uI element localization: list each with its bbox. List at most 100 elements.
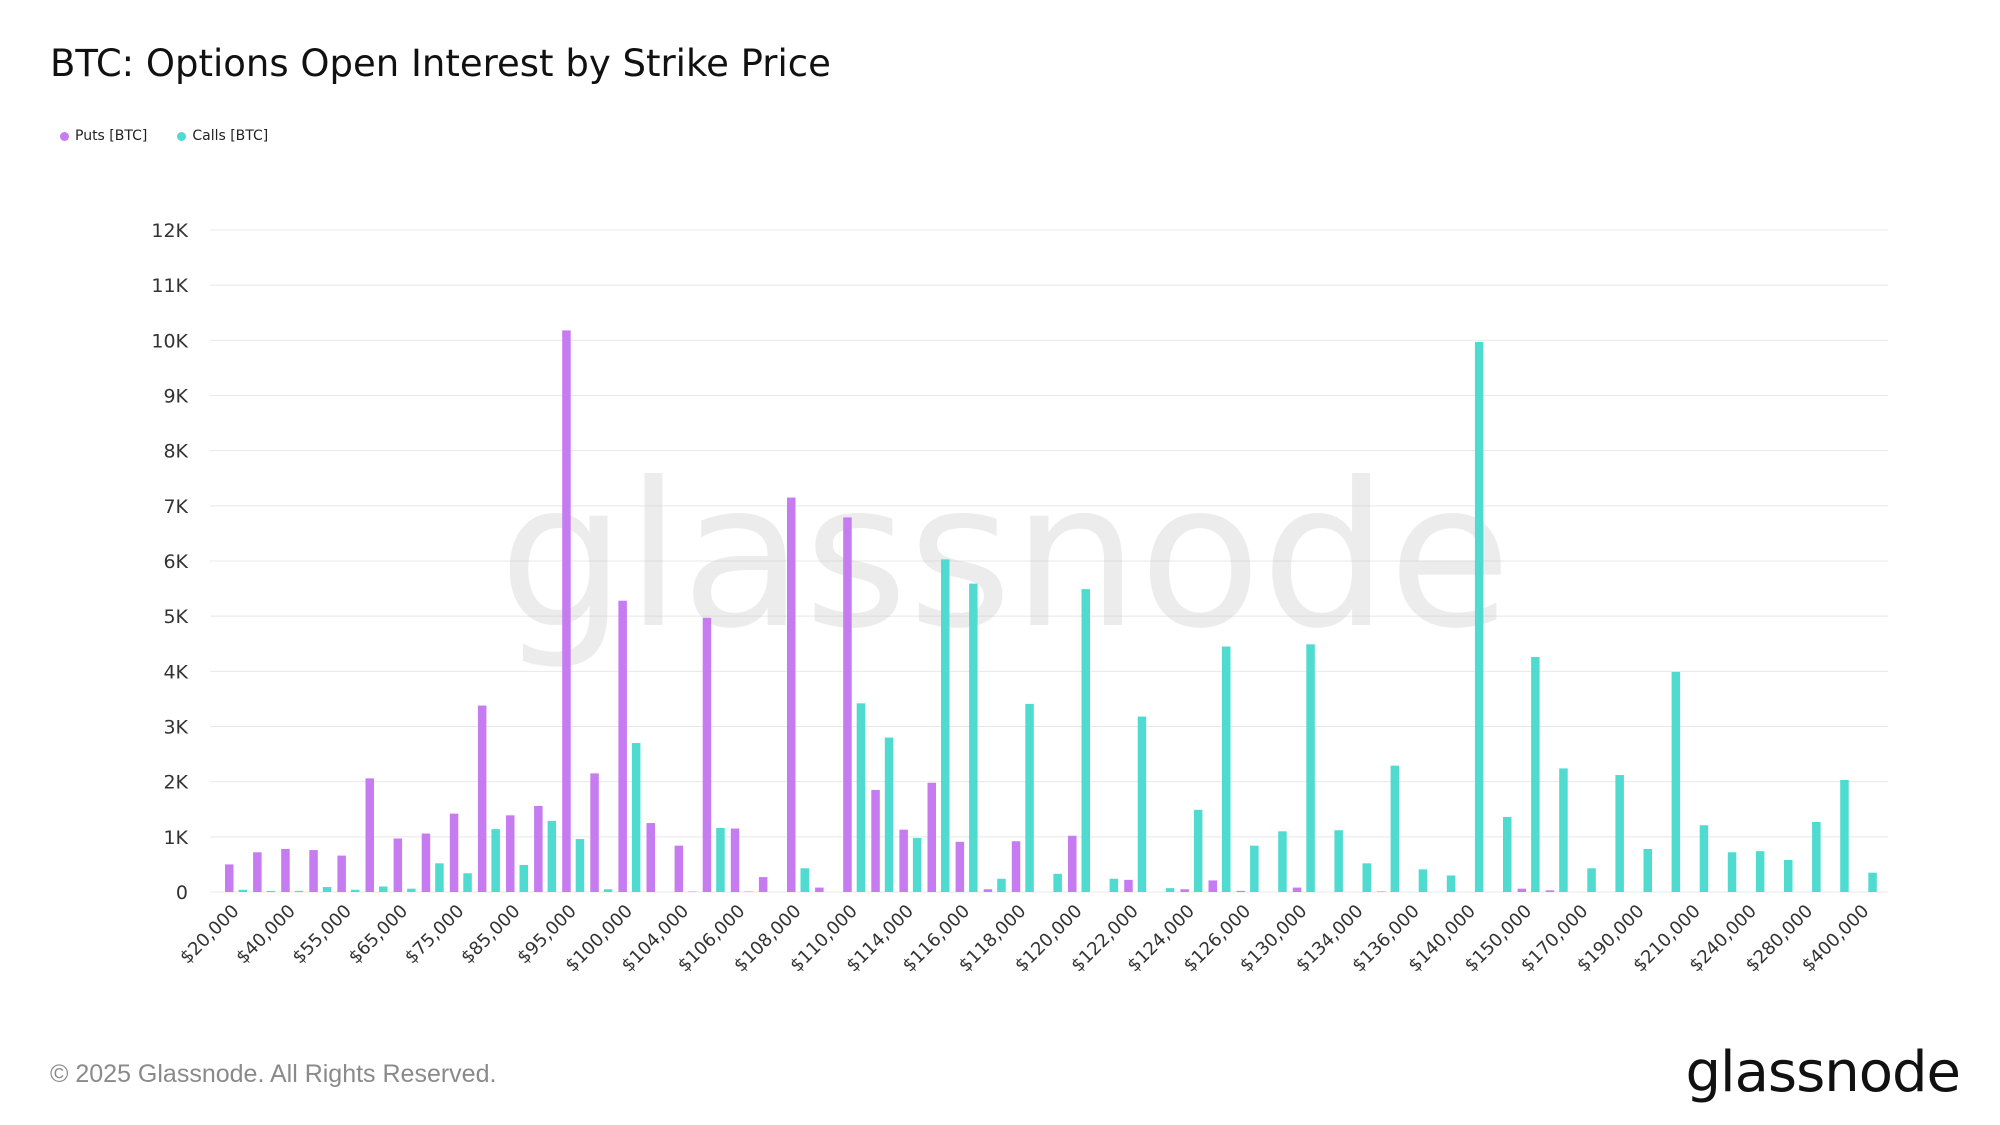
calls-bar[interactable]	[266, 890, 276, 892]
calls-bar[interactable]	[997, 878, 1006, 892]
puts-bar[interactable]	[253, 852, 262, 892]
puts-bar[interactable]	[393, 838, 403, 892]
calls-bar[interactable]	[1812, 821, 1821, 892]
y-tick-label: 11K	[151, 275, 188, 297]
legend-item-puts[interactable]: Puts [BTC]	[60, 128, 147, 144]
calls-bar[interactable]	[884, 737, 894, 892]
puts-bar[interactable]	[871, 789, 880, 892]
calls-bar[interactable]	[912, 837, 922, 892]
calls-bar[interactable]	[519, 864, 529, 892]
calls-bar[interactable]	[716, 828, 725, 892]
puts-bar[interactable]	[702, 617, 712, 892]
calls-bar[interactable]	[1053, 873, 1062, 892]
puts-bar[interactable]	[1377, 891, 1386, 892]
calls-bar[interactable]	[856, 703, 866, 892]
calls-bar[interactable]	[547, 820, 557, 892]
y-tick-label: 6K	[163, 551, 188, 573]
calls-bar[interactable]	[407, 888, 416, 892]
calls-bar[interactable]	[1165, 888, 1175, 892]
puts-bar[interactable]	[309, 850, 318, 892]
puts-bar[interactable]	[955, 841, 965, 892]
glassnode-logo[interactable]: glassnode	[1685, 1040, 1961, 1105]
puts-bar[interactable]	[730, 828, 740, 892]
puts-bar[interactable]	[927, 782, 937, 892]
calls-bar[interactable]	[603, 889, 613, 892]
puts-bar[interactable]	[365, 778, 375, 892]
puts-bar[interactable]	[562, 330, 571, 892]
puts-bar[interactable]	[1545, 890, 1555, 892]
puts-bar[interactable]	[590, 773, 599, 892]
calls-bar[interactable]	[379, 886, 388, 892]
calls-bar[interactable]	[463, 873, 472, 892]
calls-bar[interactable]	[1362, 863, 1372, 892]
calls-bar[interactable]	[1559, 768, 1568, 892]
calls-bar[interactable]	[575, 839, 585, 892]
puts-bar[interactable]	[899, 829, 908, 892]
puts-bar[interactable]	[674, 845, 684, 892]
puts-bar[interactable]	[506, 815, 515, 892]
puts-bar[interactable]	[815, 887, 824, 892]
puts-bar[interactable]	[337, 855, 346, 892]
calls-bar[interactable]	[1137, 716, 1147, 892]
calls-bar[interactable]	[322, 887, 332, 892]
calls-bar[interactable]	[1278, 831, 1287, 892]
calls-bar[interactable]	[1334, 830, 1343, 892]
calls-bar[interactable]	[1474, 341, 1484, 892]
calls-bar[interactable]	[1503, 816, 1512, 892]
calls-bar[interactable]	[744, 891, 753, 892]
calls-bar[interactable]	[631, 743, 641, 892]
puts-bar[interactable]	[1068, 835, 1077, 892]
calls-bar[interactable]	[1222, 646, 1231, 892]
calls-bar[interactable]	[1531, 656, 1540, 892]
calls-bar[interactable]	[800, 868, 810, 892]
calls-bar[interactable]	[1025, 703, 1034, 892]
calls-bar[interactable]	[969, 583, 978, 892]
puts-bar[interactable]	[421, 833, 431, 892]
calls-bar[interactable]	[1306, 644, 1315, 892]
calls-bar[interactable]	[1784, 860, 1793, 892]
calls-bar[interactable]	[1643, 848, 1653, 892]
puts-bar[interactable]	[618, 600, 627, 892]
puts-bar[interactable]	[1011, 841, 1021, 892]
puts-bar[interactable]	[1208, 880, 1218, 892]
calls-bar[interactable]	[1446, 875, 1456, 892]
calls-bar[interactable]	[435, 863, 444, 892]
calls-bar[interactable]	[491, 829, 500, 892]
puts-bar[interactable]	[787, 497, 796, 892]
puts-bar[interactable]	[1292, 887, 1302, 892]
puts-bar[interactable]	[534, 805, 543, 892]
puts-bar[interactable]	[1236, 890, 1246, 892]
puts-bar[interactable]	[843, 517, 852, 892]
calls-bar[interactable]	[1418, 869, 1428, 892]
calls-bar[interactable]	[1755, 851, 1765, 892]
calls-bar[interactable]	[1699, 825, 1709, 892]
calls-bar[interactable]	[350, 889, 360, 892]
puts-bar[interactable]	[1517, 888, 1527, 892]
puts-bar[interactable]	[1180, 889, 1189, 892]
puts-bar[interactable]	[646, 823, 656, 892]
calls-bar[interactable]	[1193, 809, 1203, 892]
puts-bar[interactable]	[225, 864, 234, 892]
calls-bar[interactable]	[1868, 872, 1877, 892]
calls-bar[interactable]	[1587, 868, 1596, 892]
calls-bar[interactable]	[941, 559, 950, 892]
calls-bar[interactable]	[1081, 589, 1091, 892]
calls-bar[interactable]	[688, 891, 697, 892]
calls-bar[interactable]	[1390, 765, 1400, 892]
calls-bar[interactable]	[238, 889, 248, 892]
calls-bar[interactable]	[1615, 775, 1624, 892]
calls-bar[interactable]	[1109, 878, 1119, 892]
y-tick-label: 10K	[151, 330, 188, 352]
puts-bar[interactable]	[758, 877, 768, 892]
legend-item-calls[interactable]: Calls [BTC]	[177, 128, 268, 144]
calls-bar[interactable]	[1840, 780, 1849, 892]
puts-bar[interactable]	[449, 813, 459, 892]
calls-bar[interactable]	[1671, 671, 1681, 892]
calls-bar[interactable]	[1250, 845, 1259, 892]
puts-bar[interactable]	[477, 705, 487, 892]
calls-bar[interactable]	[294, 890, 304, 892]
calls-bar[interactable]	[1727, 852, 1737, 892]
puts-bar[interactable]	[281, 848, 290, 892]
puts-bar[interactable]	[983, 889, 993, 892]
puts-bar[interactable]	[1124, 879, 1133, 892]
